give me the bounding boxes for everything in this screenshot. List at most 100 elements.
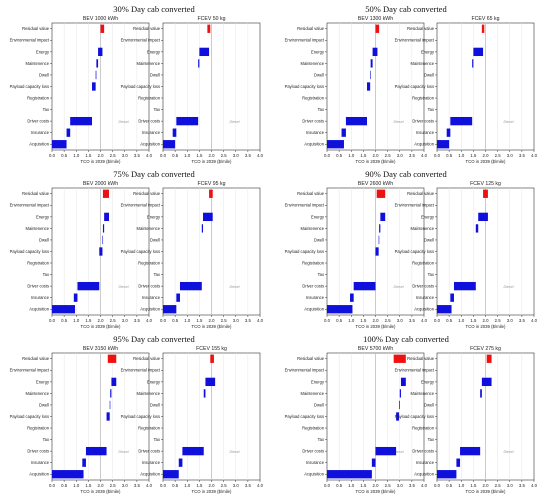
y-tick-label: Insurance (31, 295, 50, 300)
x-tick-label: 1.0 (458, 483, 465, 488)
y-tick-label: Residual value (133, 26, 161, 31)
bar-acquisition (327, 140, 344, 149)
x-axis-label: TCO in 2039 ($/mile) (356, 489, 396, 494)
bar-insurance (73, 293, 78, 302)
x-tick-label: 1.5 (360, 483, 367, 488)
bar-maintenence (102, 224, 105, 233)
x-tick-label: 0.5 (61, 318, 68, 323)
x-tick-label: 3.5 (134, 153, 141, 158)
panel-title: BEV 1300 kWh (358, 16, 393, 22)
y-tick-label: Insurance (306, 295, 325, 300)
x-tick-label: 2.5 (495, 153, 502, 158)
panel-5-1: FCEV 275 kg Diesel 0.0 0.5 1.0 1.5 2.0 2.5 3.0 3.… (395, 346, 538, 494)
bar-driver-costs (460, 446, 481, 456)
y-tick-label: Payload capacity loss (10, 414, 49, 419)
bar-residual-value (481, 24, 485, 33)
x-tick-label: 2.5 (221, 318, 228, 323)
y-tick-label: Tax (43, 272, 49, 277)
x-axis-label: TCO in 2039 ($/mile) (192, 159, 232, 164)
y-tick-label: Payload capacity loss (285, 414, 324, 419)
bar-acquisition (437, 140, 450, 149)
panel-title: BEV 2000 kWh (83, 181, 118, 187)
x-axis-label: TCO in 2039 ($/mile) (356, 159, 396, 164)
y-tick-label: Dwell (150, 72, 160, 77)
bar-residual-value (107, 354, 117, 363)
x-tick-label: 2.5 (110, 153, 117, 158)
x-tick-label: 1.5 (470, 483, 477, 488)
y-tick-label: Insurance (142, 295, 161, 300)
bar-maintenence (198, 59, 200, 68)
x-tick-label: 1.0 (184, 318, 191, 323)
y-tick-label: Acquisition (414, 307, 435, 312)
x-tick-label: 1.5 (196, 318, 203, 323)
x-tick-label: 0.5 (446, 483, 453, 488)
x-tick-label: 2.0 (483, 483, 490, 488)
bar-driver-costs (182, 446, 204, 456)
x-tick-label: 1.5 (360, 318, 367, 323)
panel-3-1: FCEV 125 kg Diesel 0.0 0.5 1.0 1.5 2.0 2.5 3.0 3.… (395, 181, 538, 329)
bar-maintenence (480, 389, 482, 398)
x-tick-label: 2.0 (98, 318, 105, 323)
y-tick-label: Residual value (297, 26, 325, 31)
x-tick-label: 2.5 (495, 318, 502, 323)
y-tick-label: Energy (421, 214, 435, 219)
y-tick-label: Driver costs (138, 119, 160, 124)
bar-acquisition (437, 470, 457, 479)
x-tick-label: 0.0 (49, 318, 56, 323)
y-tick-label: Payload capacity loss (10, 84, 49, 89)
bar-maintenence (96, 59, 99, 68)
x-tick-label: 1.5 (196, 483, 203, 488)
y-tick-label: Tax (318, 437, 324, 442)
bar-payload-capacity-loss (106, 412, 110, 421)
bar-energy (481, 377, 492, 387)
panel-2-1: FCEV 95 kg Diesel 0.0 0.5 1.0 1.5 2.0 2.5 3.0 3.5… (121, 181, 264, 329)
y-tick-label: Energy (36, 379, 50, 384)
bar-maintenence (475, 224, 479, 233)
y-tick-label: Residual value (407, 26, 435, 31)
x-tick-label: 1.5 (470, 153, 477, 158)
bar-residual-value (486, 354, 492, 363)
x-tick-label: 0.0 (434, 318, 441, 323)
bar-energy (473, 47, 484, 57)
y-tick-label: Maintenence (137, 226, 161, 231)
bar-insurance (371, 458, 376, 467)
y-tick-label: Insurance (416, 130, 435, 135)
bar-driver-costs (450, 116, 473, 126)
x-tick-label: 0.0 (49, 483, 56, 488)
panel-title: BEV 1000 kWh (83, 16, 118, 22)
y-tick-label: Payload capacity loss (395, 84, 434, 89)
bar-maintenence (203, 389, 206, 398)
y-tick-label: Driver costs (302, 449, 324, 454)
y-tick-label: Insurance (31, 130, 50, 135)
y-tick-label: Maintenence (26, 391, 50, 396)
y-tick-label: Environmental impact (395, 368, 435, 373)
bar-insurance (456, 458, 461, 467)
x-tick-label: 1.5 (85, 483, 92, 488)
diesel-label: Diesel (119, 285, 129, 289)
y-tick-label: Energy (36, 49, 50, 54)
x-tick-label: 4.0 (257, 153, 264, 158)
x-tick-label: 0.0 (160, 318, 167, 323)
diesel-label: Diesel (230, 285, 240, 289)
x-tick-label: 3.0 (233, 153, 240, 158)
panel-title: FCEV 125 kg (470, 181, 501, 187)
bar-insurance (450, 293, 454, 302)
y-tick-label: Dwell (424, 72, 434, 77)
y-tick-label: Acquisition (304, 472, 325, 477)
y-tick-label: Acquisition (140, 472, 161, 477)
group-title: 100% Day cab converted (363, 334, 449, 344)
x-tick-label: 4.0 (421, 318, 428, 323)
y-tick-label: Environmental impact (10, 203, 50, 208)
x-tick-label: 2.0 (209, 318, 216, 323)
y-tick-label: Tax (43, 107, 49, 112)
x-tick-label: 2.0 (98, 483, 105, 488)
y-tick-label: Payload capacity loss (395, 249, 434, 254)
panel-title: FCEV 275 kg (470, 346, 501, 352)
x-tick-label: 3.5 (134, 318, 141, 323)
x-tick-label: 1.0 (348, 318, 355, 323)
bar-energy (478, 212, 488, 222)
y-tick-label: Insurance (416, 460, 435, 465)
bar-insurance (446, 128, 451, 137)
x-axis-label: TCO in 2039 ($/mile) (81, 159, 121, 164)
